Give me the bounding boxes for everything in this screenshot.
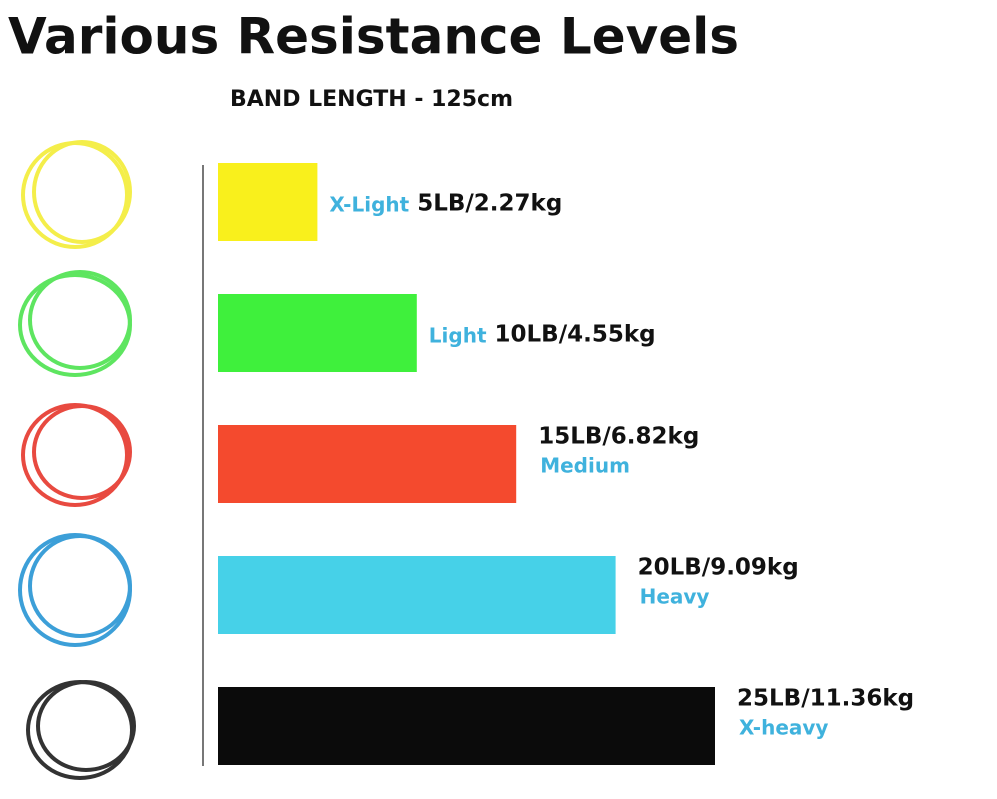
value-label: 15LB/6.82kg	[538, 424, 699, 450]
value-label: 20LB/9.09kg	[638, 555, 799, 581]
bar	[218, 687, 715, 765]
chart-title: Various Resistance Levels	[8, 8, 739, 66]
category-label: Medium	[540, 454, 630, 478]
bar	[218, 425, 517, 503]
chart-subtitle: BAND LENGTH - 125cm	[230, 87, 513, 112]
band-illustrations	[18, 140, 136, 780]
bar	[218, 556, 616, 634]
bar	[218, 294, 417, 372]
category-label: X-Light	[329, 193, 409, 217]
value-label: 25LB/11.36kg	[737, 686, 914, 712]
value-label: 5LB/2.27kg	[417, 191, 562, 217]
category-label: X-heavy	[739, 716, 828, 740]
category-label: Heavy	[640, 585, 710, 609]
bar	[218, 163, 318, 241]
category-label: Light	[429, 324, 487, 348]
value-label: 10LB/4.55kg	[495, 322, 656, 348]
